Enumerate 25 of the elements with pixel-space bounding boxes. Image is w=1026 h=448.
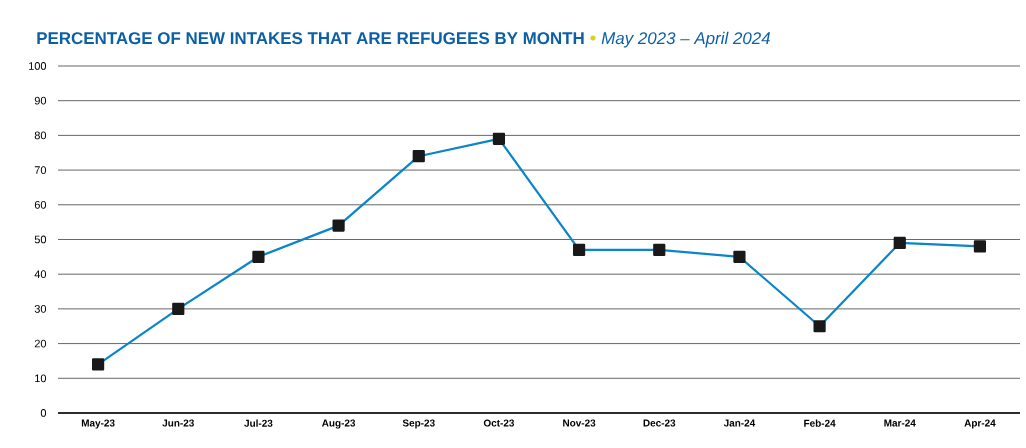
chart-title: PERCENTAGE OF NEW INTAKES THAT ARE REFUGEES BY MONTH	[37, 32, 584, 45]
x-tick-label: Sep-23	[402, 419, 435, 429]
chart-subtitle: May 2023 – April 2024	[601, 31, 770, 48]
x-tick-label: Jan-24	[723, 419, 756, 427]
y-tick-label: 90	[34, 96, 47, 105]
x-tick-label: Feb-24	[804, 419, 836, 427]
x-tick-label: Jun-23	[162, 419, 194, 427]
y-tick-label: 40	[34, 270, 47, 279]
y-tick-label: 70	[34, 166, 47, 174]
x-tick-label: Mar-24	[884, 419, 916, 427]
x-tick-label: Aug-23	[321, 419, 356, 429]
y-tick-label: 50	[34, 235, 47, 244]
x-tick-label: Dec-23	[643, 419, 676, 427]
x-tick-label: May-23	[81, 419, 115, 429]
y-tick-label: 100	[29, 62, 47, 70]
x-tick-label: Jul-23	[244, 419, 273, 427]
x-tick-label: Oct-23	[483, 419, 515, 427]
y-tick-label: 60	[34, 200, 47, 209]
y-tick-label: 80	[34, 131, 47, 140]
y-tick-label: 10	[35, 374, 47, 383]
x-tick-label: Apr-24	[964, 419, 996, 429]
y-tick-label: 30	[34, 305, 47, 313]
x-tick-label: Nov-23	[563, 419, 596, 427]
y-tick-label: 20	[34, 339, 47, 348]
y-tick-label: 0	[40, 409, 47, 417]
